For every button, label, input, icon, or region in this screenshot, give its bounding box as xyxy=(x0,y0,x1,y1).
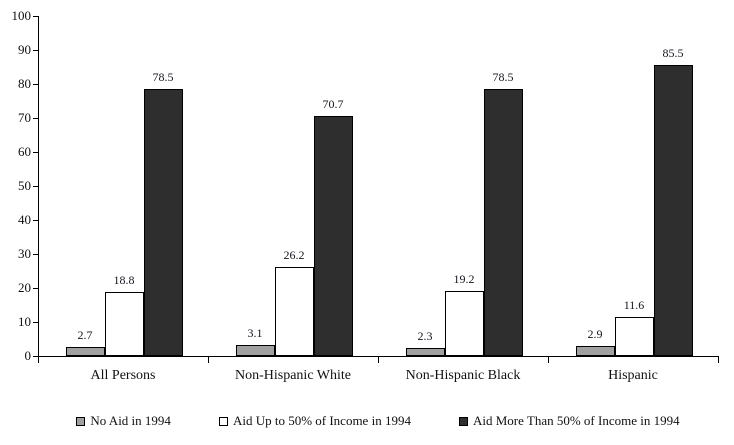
y-tick-mark xyxy=(33,186,38,187)
y-tick-label: 100 xyxy=(11,8,32,23)
legend-item: Aid Up to 50% of Income in 1994 xyxy=(218,413,411,429)
y-tick-label: 50 xyxy=(18,178,31,193)
legend-swatch-icon xyxy=(218,416,228,426)
y-tick-label: 60 xyxy=(18,144,31,159)
category-label: All Persons xyxy=(90,368,156,383)
plot-area: 2.7 18.8 78.5 3.1 26.2 70.7 2.3 19.2 78.5 2.9 11.6… xyxy=(38,16,719,357)
y-tick-label: 30 xyxy=(18,246,31,261)
bar-group: 2.3 19.2 78.5 xyxy=(379,16,549,356)
bar-value-label: 18.8 xyxy=(113,273,135,288)
bar xyxy=(614,316,654,356)
y-tick-mark xyxy=(33,356,38,357)
x-tick-mark xyxy=(548,357,549,363)
y-tick-label: 0 xyxy=(24,348,32,363)
bar-value-label: 3.1 xyxy=(247,326,263,341)
bar-value-label: 26.2 xyxy=(283,247,305,262)
legend-label: Aid Up to 50% of Income in 1994 xyxy=(232,413,411,428)
y-tick-label: 70 xyxy=(18,110,31,125)
y-tick-mark xyxy=(33,254,38,255)
category-label: Hispanic xyxy=(608,368,658,383)
y-tick-label: 40 xyxy=(18,212,31,227)
bar xyxy=(575,346,615,356)
bar-value-label: 2.3 xyxy=(417,329,433,344)
x-tick-mark xyxy=(38,357,39,363)
legend-label: No Aid in 1994 xyxy=(90,413,171,428)
bar xyxy=(405,348,445,356)
legend-swatch-icon xyxy=(76,416,86,426)
bar xyxy=(274,266,314,356)
y-tick-mark xyxy=(33,50,38,51)
legend-swatch-icon xyxy=(458,416,468,426)
y-tick-mark xyxy=(33,84,38,85)
y-tick-label: 90 xyxy=(18,42,31,57)
bar xyxy=(104,292,144,356)
y-tick-mark xyxy=(33,288,38,289)
x-tick-mark xyxy=(718,357,719,363)
bar-value-label: 78.5 xyxy=(152,70,174,85)
legend: No Aid in 1994 Aid Up to 50% of Income in… xyxy=(38,413,718,429)
category-label: Non-Hispanic Black xyxy=(405,368,521,383)
x-tick-mark xyxy=(208,357,209,363)
bar xyxy=(143,89,183,356)
bar-value-label: 19.2 xyxy=(453,271,475,286)
bar xyxy=(653,65,693,356)
bar xyxy=(483,89,523,356)
bar-value-label: 70.7 xyxy=(322,96,344,111)
x-tick-mark xyxy=(378,357,379,363)
legend-item: No Aid in 1994 xyxy=(76,413,171,429)
bar-value-label: 11.6 xyxy=(623,297,645,312)
y-tick-mark xyxy=(33,220,38,221)
y-tick-mark xyxy=(33,322,38,323)
bar-value-label: 2.7 xyxy=(77,327,93,342)
bar xyxy=(65,346,105,356)
y-tick-mark xyxy=(33,118,38,119)
bar-value-label: 85.5 xyxy=(662,46,684,61)
legend-item: Aid More Than 50% of Income in 1994 xyxy=(458,413,680,429)
legend-label: Aid More Than 50% of Income in 1994 xyxy=(472,413,680,428)
y-tick-mark xyxy=(33,16,38,17)
y-tick-label: 80 xyxy=(18,76,31,91)
bar-group: 2.9 11.6 85.5 xyxy=(549,16,719,356)
bar-group: 2.7 18.8 78.5 xyxy=(39,16,209,356)
bar-value-label: 78.5 xyxy=(492,70,514,85)
bar-group: 3.1 26.2 70.7 xyxy=(209,16,379,356)
bar xyxy=(235,345,275,356)
bar xyxy=(313,115,353,356)
bar xyxy=(444,290,484,356)
bar-value-label: 2.9 xyxy=(587,327,603,342)
y-tick-label: 20 xyxy=(18,280,31,295)
y-tick-mark xyxy=(33,152,38,153)
category-label: Non-Hispanic White xyxy=(235,368,351,383)
y-tick-label: 10 xyxy=(18,314,31,329)
